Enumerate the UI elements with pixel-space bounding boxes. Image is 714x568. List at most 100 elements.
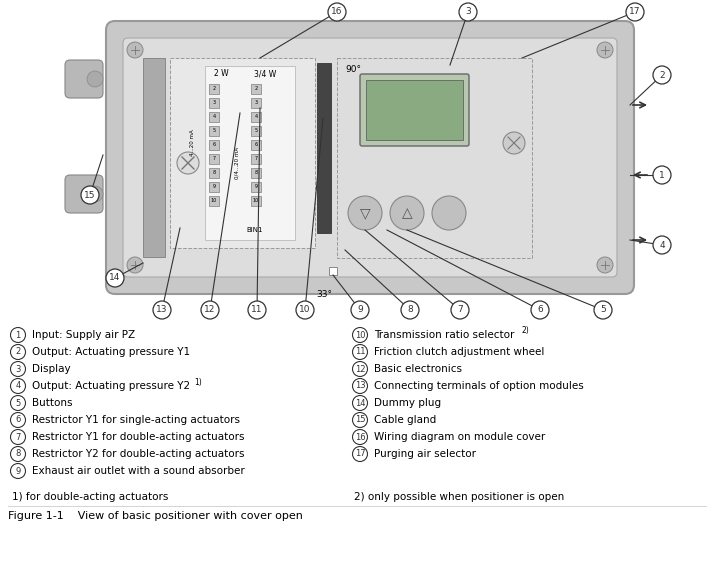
Text: 3: 3	[213, 101, 216, 106]
Text: Buttons: Buttons	[32, 398, 73, 408]
Text: 1: 1	[16, 331, 21, 340]
Text: 12: 12	[355, 365, 366, 374]
Text: Output: Actuating pressure Y1: Output: Actuating pressure Y1	[32, 347, 190, 357]
Text: 8: 8	[213, 170, 216, 176]
Bar	[209, 126, 219, 136]
Bar	[209, 168, 219, 178]
Circle shape	[177, 152, 199, 174]
Circle shape	[106, 269, 124, 287]
Bar	[209, 140, 219, 150]
Circle shape	[390, 196, 424, 230]
Text: 5: 5	[213, 128, 216, 133]
Bar	[317, 63, 331, 233]
Text: 3: 3	[465, 7, 471, 16]
Text: 10: 10	[299, 306, 311, 315]
Text: Input: Supply air PZ: Input: Supply air PZ	[32, 330, 135, 340]
Text: 2): 2)	[522, 327, 530, 336]
Text: 2: 2	[254, 86, 258, 91]
Text: 33°: 33°	[316, 290, 332, 299]
Circle shape	[353, 328, 368, 343]
Text: 9: 9	[357, 306, 363, 315]
FancyBboxPatch shape	[65, 60, 103, 98]
Circle shape	[353, 412, 368, 428]
Circle shape	[11, 412, 26, 428]
Bar	[337, 58, 532, 258]
Text: Basic electronics: Basic electronics	[374, 364, 462, 374]
Circle shape	[348, 196, 382, 230]
Text: 8: 8	[407, 306, 413, 315]
Text: Dummy plug: Dummy plug	[374, 398, 441, 408]
FancyBboxPatch shape	[360, 74, 469, 146]
Text: Display: Display	[32, 364, 71, 374]
Text: 90°: 90°	[345, 65, 361, 74]
Text: Wiring diagram on module cover: Wiring diagram on module cover	[374, 432, 545, 442]
Bar	[251, 126, 261, 136]
Circle shape	[87, 186, 103, 202]
Text: 7: 7	[213, 157, 216, 161]
Circle shape	[594, 301, 612, 319]
Text: 2 W: 2 W	[213, 69, 228, 78]
Text: 14: 14	[355, 399, 366, 407]
Text: 3: 3	[15, 365, 21, 374]
Text: 2: 2	[659, 70, 665, 80]
Bar	[251, 168, 261, 178]
Bar	[209, 154, 219, 164]
Circle shape	[353, 345, 368, 360]
Circle shape	[353, 361, 368, 377]
Text: Restrictor Y1 for double-acting actuators: Restrictor Y1 for double-acting actuator…	[32, 432, 244, 442]
Text: 10: 10	[211, 198, 217, 203]
Circle shape	[653, 236, 671, 254]
Text: 7: 7	[457, 306, 463, 315]
Text: 1: 1	[659, 170, 665, 179]
Text: 13: 13	[355, 382, 366, 391]
Text: 10: 10	[355, 331, 366, 340]
Circle shape	[503, 132, 525, 154]
Text: Exhaust air outlet with a sound absorber: Exhaust air outlet with a sound absorber	[32, 466, 245, 476]
Text: 4: 4	[213, 115, 216, 119]
Circle shape	[653, 166, 671, 184]
Text: 17: 17	[355, 449, 366, 458]
Text: 6: 6	[213, 143, 216, 148]
Bar	[251, 84, 261, 94]
Text: Restrictor Y1 for single-acting actuators: Restrictor Y1 for single-acting actuator…	[32, 415, 240, 425]
Circle shape	[401, 301, 419, 319]
Circle shape	[201, 301, 219, 319]
Text: 3/4 W: 3/4 W	[254, 69, 276, 78]
Bar	[251, 140, 261, 150]
Text: 6: 6	[15, 416, 21, 424]
Circle shape	[11, 345, 26, 360]
Bar	[251, 112, 261, 122]
Text: 7: 7	[254, 157, 258, 161]
Circle shape	[597, 257, 613, 273]
Circle shape	[353, 378, 368, 394]
Bar	[329, 267, 337, 275]
Text: Purging air selector: Purging air selector	[374, 449, 476, 459]
Text: 12: 12	[204, 306, 216, 315]
Circle shape	[11, 378, 26, 394]
Circle shape	[351, 301, 369, 319]
Text: 3: 3	[254, 101, 258, 106]
FancyBboxPatch shape	[123, 38, 617, 277]
Text: Friction clutch adjustment wheel: Friction clutch adjustment wheel	[374, 347, 544, 357]
Text: 9: 9	[213, 185, 216, 190]
Text: △: △	[402, 206, 412, 220]
Circle shape	[127, 42, 143, 58]
FancyBboxPatch shape	[106, 21, 634, 294]
Bar	[251, 196, 261, 206]
Text: 4: 4	[254, 115, 258, 119]
Text: 11: 11	[251, 306, 263, 315]
Circle shape	[432, 196, 466, 230]
Text: 1): 1)	[194, 378, 202, 386]
Text: 14: 14	[109, 274, 121, 282]
Circle shape	[127, 257, 143, 273]
Circle shape	[11, 446, 26, 461]
Text: 8: 8	[15, 449, 21, 458]
Circle shape	[459, 3, 477, 21]
Text: Figure 1-1    View of basic positioner with cover open: Figure 1-1 View of basic positioner with…	[8, 511, 303, 521]
Circle shape	[87, 71, 103, 87]
Text: 11: 11	[355, 348, 366, 357]
Circle shape	[626, 3, 644, 21]
Bar	[251, 182, 261, 192]
Bar	[143, 58, 165, 257]
Text: 9: 9	[16, 466, 21, 475]
